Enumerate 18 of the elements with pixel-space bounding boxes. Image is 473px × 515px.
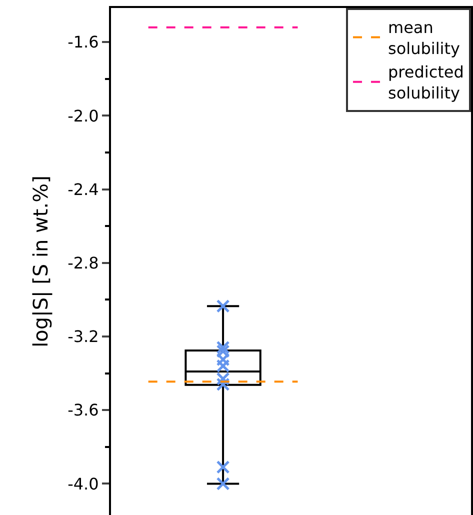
y-tick-label: -3.6	[68, 400, 99, 420]
point	[216, 344, 230, 358]
legend-label: predicted solubility	[388, 62, 464, 103]
y-tick-label: -2.8	[68, 253, 99, 272]
point	[216, 352, 230, 366]
point	[216, 460, 230, 474]
point	[216, 378, 230, 392]
y-axis-title: log|S| [S in wt.%]	[28, 176, 53, 348]
y-tick-label: -3.2	[68, 327, 99, 346]
point	[216, 359, 230, 373]
point	[216, 340, 230, 354]
point	[216, 299, 230, 313]
y-tick-label: -4.0	[68, 474, 99, 494]
y-tick-label: -2.4	[68, 180, 99, 199]
point	[216, 372, 230, 386]
y-tick-label: -1.6	[68, 32, 99, 52]
point	[216, 476, 230, 490]
y-tick-label: -2.0	[68, 106, 99, 126]
